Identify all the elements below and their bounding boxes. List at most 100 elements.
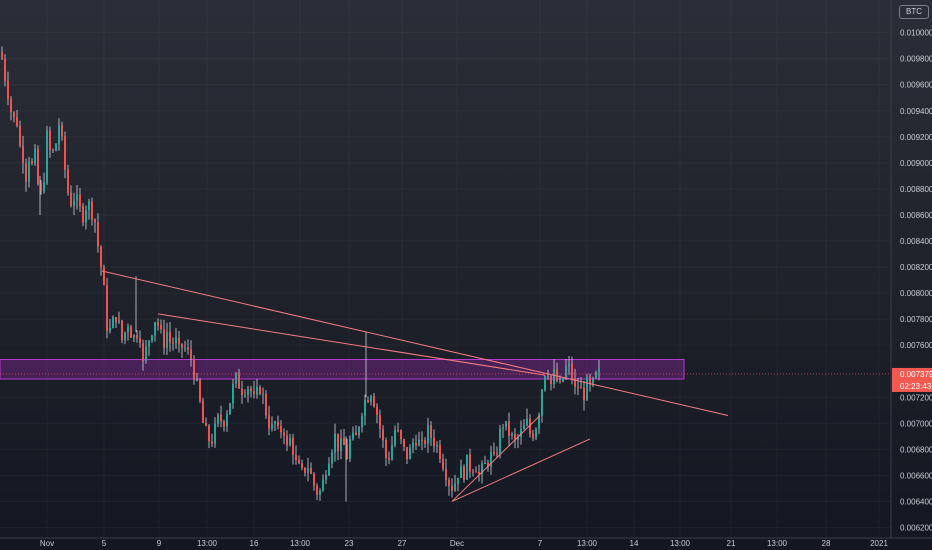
- candle-body: [301, 463, 303, 468]
- resistance-zone: [0, 359, 685, 380]
- countdown-label: 02:23:43: [900, 382, 932, 391]
- candle-body: [226, 414, 228, 427]
- candle-body: [67, 169, 69, 193]
- candle-body: [85, 209, 87, 223]
- y-tick-label: 0.007600: [900, 341, 932, 350]
- candle-body: [118, 320, 120, 323]
- candle-body: [511, 433, 513, 436]
- y-tick-label: 0.007800: [900, 315, 932, 324]
- candle-body: [187, 347, 189, 350]
- candle-body: [361, 415, 363, 428]
- candle-body: [454, 483, 456, 491]
- candle-body: [127, 326, 129, 333]
- y-tick-label: 0.009800: [900, 55, 932, 64]
- candle-body: [40, 183, 42, 192]
- candle-body: [286, 435, 288, 446]
- candle-body: [73, 200, 75, 207]
- candlesticks: [1, 46, 600, 502]
- candle-body: [265, 393, 267, 416]
- candle-body: [418, 439, 420, 446]
- candle-body: [136, 335, 138, 339]
- candle-body: [79, 194, 81, 207]
- candle-body: [559, 380, 561, 382]
- candle-body: [520, 429, 522, 438]
- x-tick-label: 16: [250, 539, 259, 548]
- candle-body: [400, 430, 402, 440]
- candle-body: [49, 130, 51, 150]
- x-tick-label: 27: [398, 539, 407, 548]
- candle-body: [157, 322, 159, 325]
- candle-body: [160, 324, 162, 330]
- time-axis[interactable]: Nov 5 9 13:00 16 13:00 23 27 Dec 7 13:00 14 13:00 21 1…: [0, 537, 932, 548]
- current-price-tag: [892, 367, 932, 380]
- y-tick-label: 0.009600: [900, 81, 932, 90]
- x-tick-label: 28: [822, 539, 831, 548]
- candle-body: [322, 479, 324, 491]
- candle-body: [223, 421, 225, 427]
- candle-body: [451, 485, 453, 491]
- candle-body: [19, 125, 21, 146]
- candle-body: [247, 388, 249, 395]
- candle-body: [556, 369, 558, 381]
- candle-body: [307, 468, 309, 473]
- x-tick-label: 21: [727, 539, 736, 548]
- candle-body: [106, 285, 108, 332]
- candle-body: [403, 439, 405, 447]
- candle-body: [229, 403, 231, 415]
- candle-body: [388, 458, 390, 460]
- x-tick-label: 23: [345, 539, 354, 548]
- y-tick-label: 0.010000: [900, 29, 932, 38]
- y-tick-label: 0.009200: [900, 133, 932, 142]
- candle-body: [163, 329, 165, 348]
- candle-body: [415, 442, 417, 446]
- x-tick-label: 13:00: [767, 539, 788, 548]
- candle-body: [430, 425, 432, 438]
- candle-body: [358, 427, 360, 436]
- candle-body: [172, 342, 174, 344]
- candle-body: [244, 394, 246, 396]
- trendlines: [101, 270, 729, 502]
- y-tick-label: 0.006200: [900, 523, 932, 532]
- horizontal-zone: [0, 359, 685, 380]
- price-axis[interactable]: 0.010000 0.009800 0.009600 0.009400 0.009200…: [890, 0, 932, 538]
- candle-body: [211, 441, 213, 444]
- candle-body: [550, 375, 552, 385]
- candle-body: [202, 401, 204, 423]
- candle-body: [70, 192, 72, 207]
- candle-body: [436, 444, 438, 447]
- candle-body: [517, 437, 519, 440]
- candle-body: [529, 418, 531, 434]
- currency-badge[interactable]: BTC: [899, 5, 929, 19]
- candle-body: [61, 125, 63, 137]
- candle-body: [568, 363, 570, 366]
- candle-body: [433, 437, 435, 447]
- candle-body: [268, 415, 270, 429]
- candle-body: [166, 332, 168, 348]
- candle-body: [112, 317, 114, 329]
- candle-body: [10, 99, 12, 113]
- candle-body: [316, 485, 318, 495]
- y-tick-label: 0.008800: [900, 185, 932, 194]
- x-tick-label: 2021: [870, 539, 888, 548]
- candle-body: [382, 428, 384, 441]
- candle-body: [448, 479, 450, 486]
- candle-body: [463, 466, 465, 480]
- candle-body: [133, 335, 135, 338]
- candle-body: [325, 475, 327, 480]
- candle-body: [313, 473, 315, 486]
- candle-body: [496, 453, 498, 455]
- candle-body: [217, 414, 219, 424]
- candle-body: [487, 463, 489, 467]
- candle-body: [505, 421, 507, 428]
- candle-body: [181, 344, 183, 348]
- candle-body: [88, 201, 90, 210]
- candle-body: [184, 347, 186, 349]
- candle-body: [43, 182, 45, 192]
- candle-body: [169, 332, 171, 343]
- candle-body: [205, 422, 207, 426]
- candle-body: [295, 454, 297, 461]
- candle-body: [7, 80, 9, 100]
- candle-body: [397, 429, 399, 431]
- candle-body: [154, 322, 156, 336]
